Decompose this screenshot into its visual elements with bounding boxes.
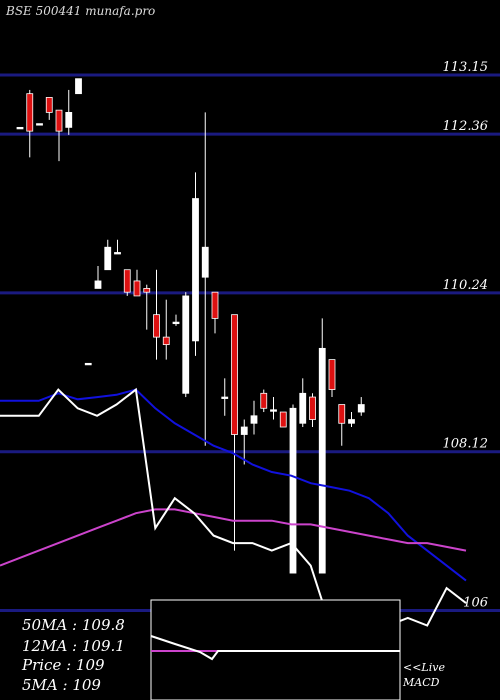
macd-label: MACD xyxy=(402,676,440,689)
candle-body-6 xyxy=(75,78,82,95)
candle-body-0 xyxy=(16,126,24,130)
candle-body-26 xyxy=(270,409,277,412)
candle-body-33 xyxy=(338,404,346,424)
candle-body-1 xyxy=(26,93,34,132)
candle-body-27 xyxy=(279,411,287,428)
candle-body-9 xyxy=(104,246,112,271)
candle-body-31 xyxy=(318,347,326,574)
candle-body-2 xyxy=(36,123,43,126)
candle-body-32 xyxy=(328,359,336,390)
legend-ma12: 12MA : 109.1 xyxy=(22,637,125,655)
candle-body-21 xyxy=(221,396,229,399)
legend-ma5: 5MA : 109 xyxy=(22,676,101,694)
candle-body-23 xyxy=(240,426,248,435)
candle-body-34 xyxy=(348,419,355,424)
candle-body-16 xyxy=(172,321,180,325)
price-gridlines: 113.15 112.36 110.24 108.12 106 xyxy=(0,60,500,613)
candle-body-4 xyxy=(55,109,63,132)
candle-body-20 xyxy=(211,291,219,319)
price-label-3: 108.12 xyxy=(443,437,489,452)
candle-body-12 xyxy=(133,280,141,297)
candle-body-25 xyxy=(260,392,268,409)
price-label-1: 112.36 xyxy=(443,119,489,134)
candle-body-15 xyxy=(162,336,170,346)
ma-line-blue xyxy=(0,388,467,582)
candle-body-8 xyxy=(94,280,102,289)
candle-body-11 xyxy=(123,269,131,293)
macd-panel[interactable]: <<Live MACD xyxy=(150,599,445,700)
price-label-0: 113.15 xyxy=(443,60,489,75)
candle-body-14 xyxy=(153,314,160,338)
ma-line-magenta xyxy=(0,508,467,567)
candle-body-7 xyxy=(84,362,92,366)
candle-body-19 xyxy=(201,246,209,278)
price-label-4: 106 xyxy=(463,596,488,611)
candle-body-29 xyxy=(299,392,307,424)
price-label-2: 110.24 xyxy=(443,278,489,293)
macd-live-link[interactable]: <<Live xyxy=(403,661,445,674)
chart-title: BSE 500441 munafa.pro xyxy=(5,4,155,18)
legend-ma50: 50MA : 109.8 xyxy=(22,616,125,634)
candle-body-30 xyxy=(309,396,316,420)
macd-line xyxy=(150,635,400,661)
legend-price: Price : 109 xyxy=(21,656,105,674)
candle-body-28 xyxy=(289,407,297,574)
candle-body-5 xyxy=(65,112,73,128)
candle-body-13 xyxy=(143,288,151,293)
candle-body-18 xyxy=(192,198,199,342)
candle-body-22 xyxy=(231,314,238,435)
candle-body-3 xyxy=(45,97,53,113)
legend: 50MA : 109.8 12MA : 109.1 Price : 109 5M… xyxy=(21,616,125,694)
candle-body-35 xyxy=(357,404,365,413)
candles xyxy=(16,78,365,574)
candle-body-17 xyxy=(182,295,190,394)
candle-body-24 xyxy=(250,415,258,424)
candle-body-10 xyxy=(114,252,121,255)
